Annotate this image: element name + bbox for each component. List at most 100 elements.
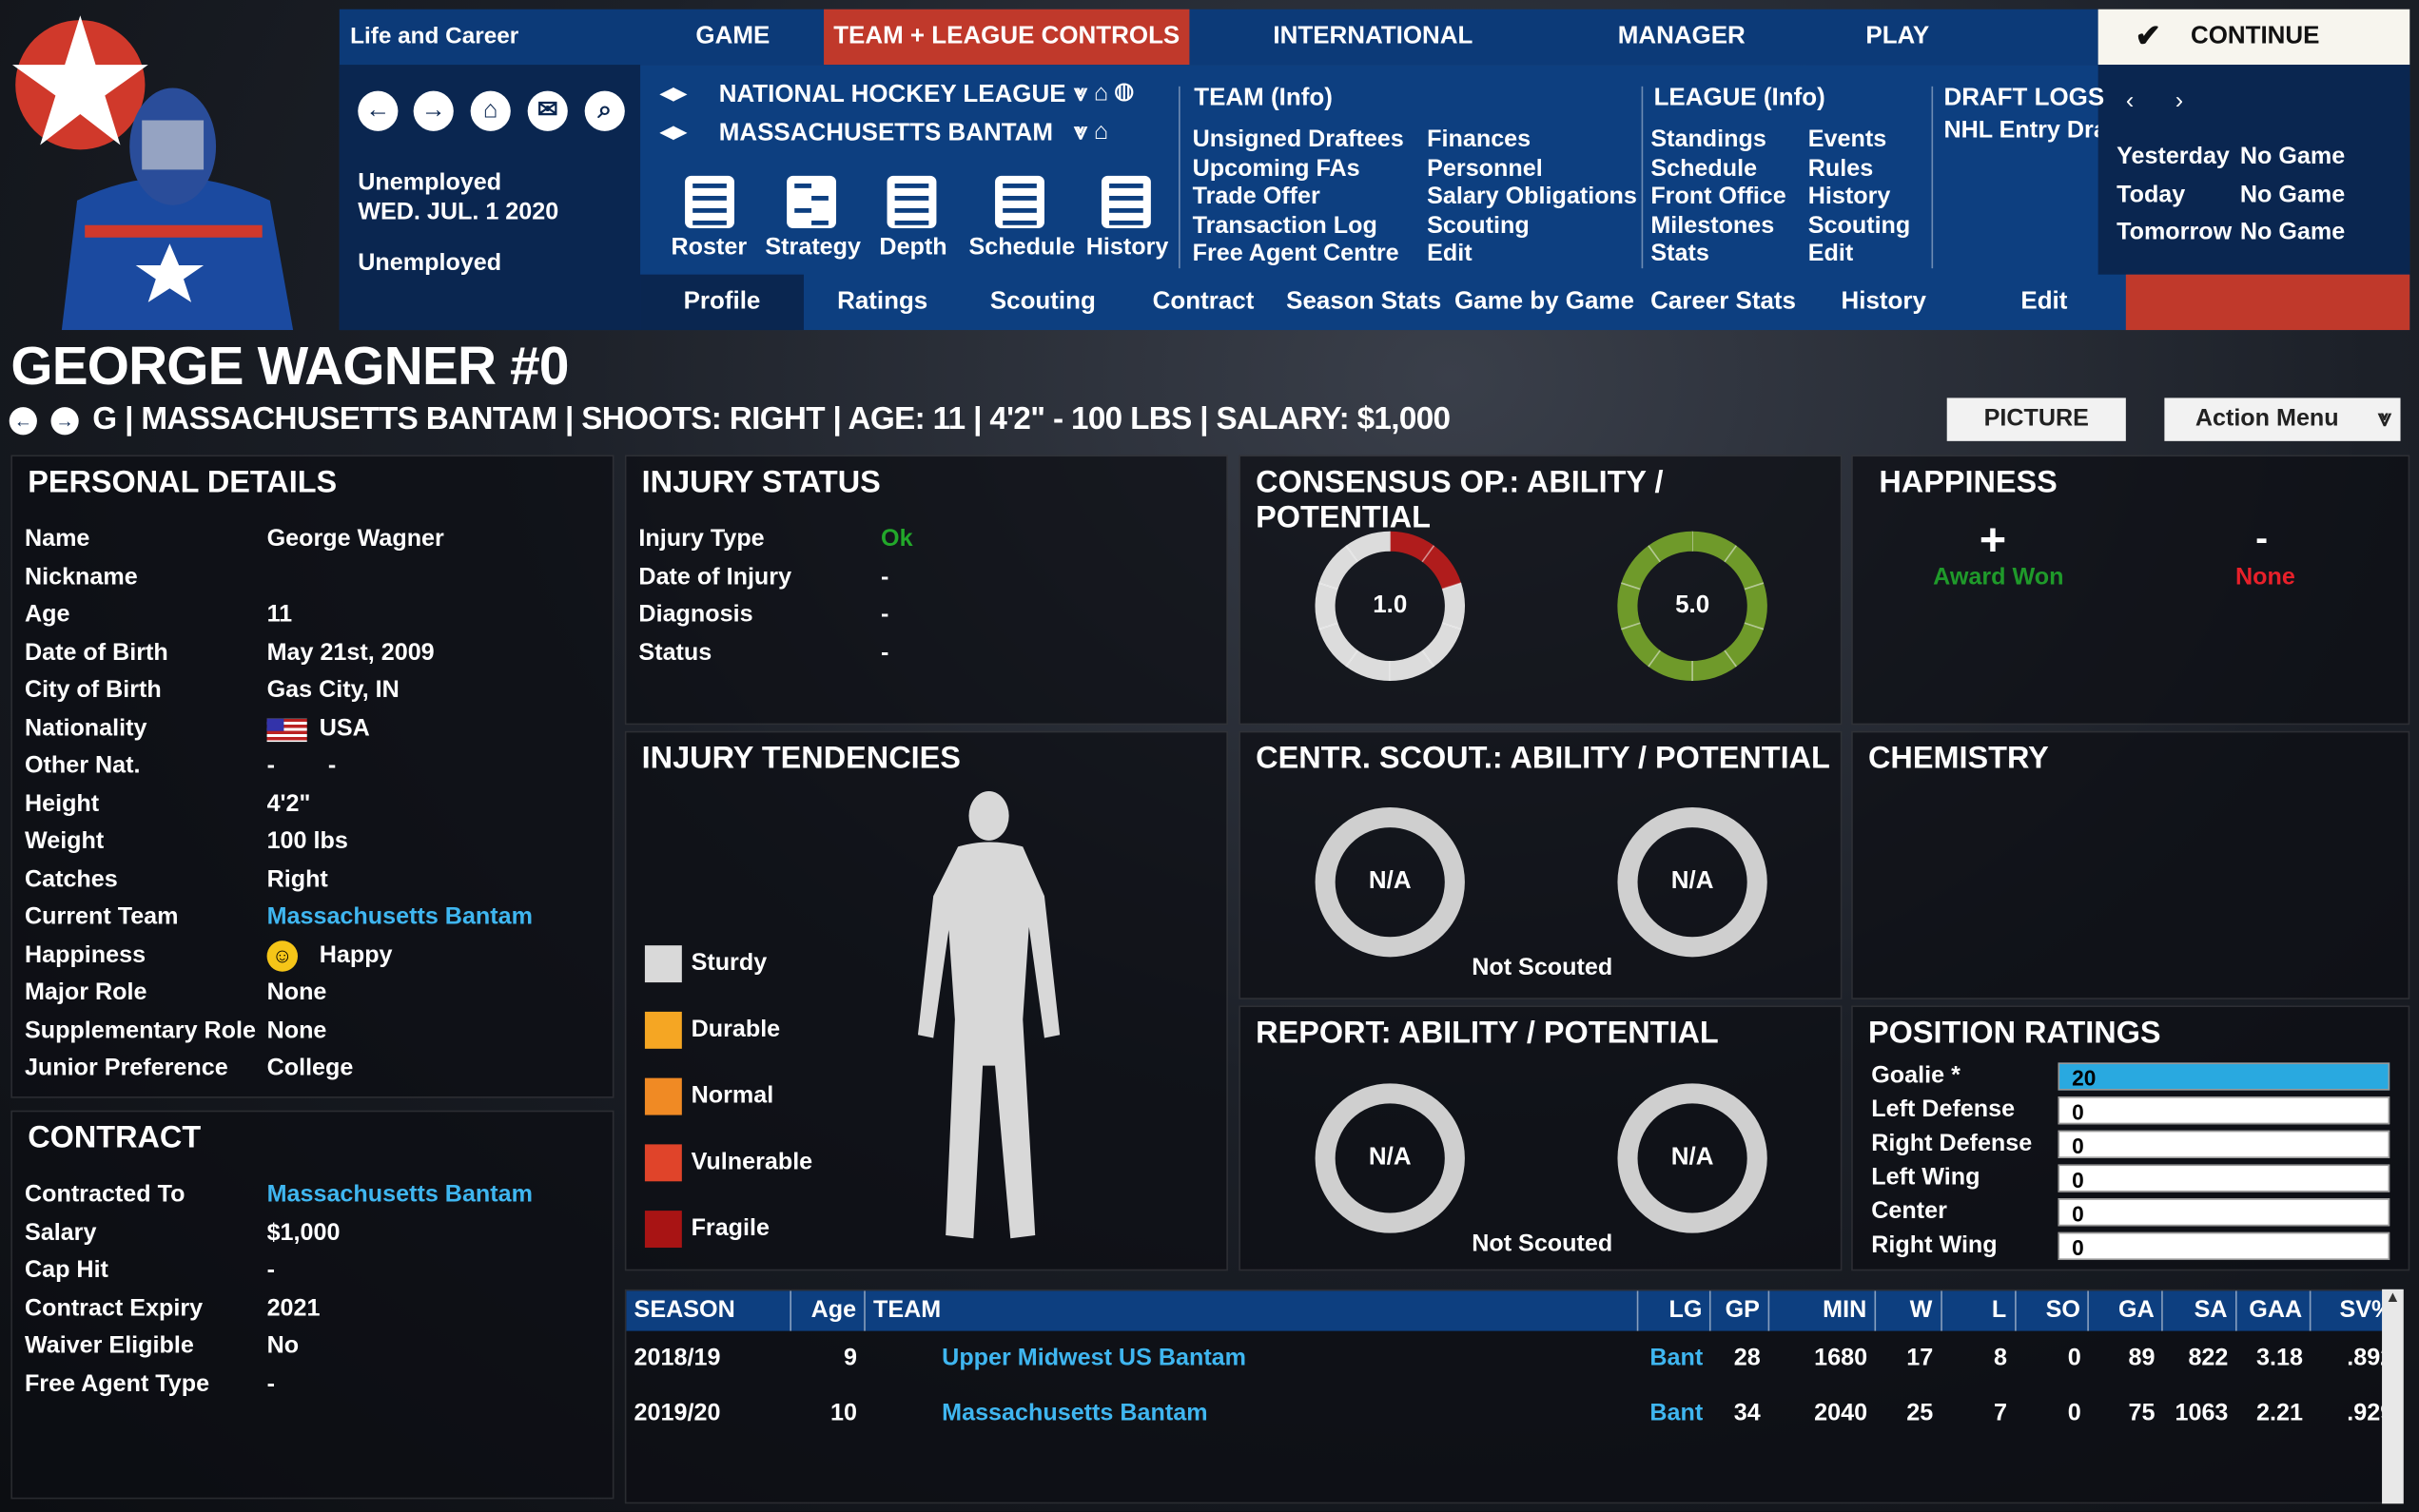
quick-schedule[interactable]: Schedule xyxy=(968,234,1076,262)
team-link[interactable]: Salary Obligations xyxy=(1427,183,1637,210)
table-cell[interactable]: Bant xyxy=(1649,1400,1704,1427)
subtab-contract[interactable]: Contract xyxy=(1152,288,1255,315)
team-link[interactable]: Finances xyxy=(1427,126,1531,153)
draft-logs-title[interactable]: DRAFT LOGS xyxy=(1943,85,2105,111)
column-header[interactable]: TEAM xyxy=(865,1290,1639,1331)
team-dropdown-icons[interactable]: ⩔ ⌂ xyxy=(1073,118,1109,145)
league-link[interactable]: Scouting xyxy=(1807,211,1911,239)
subtab-season-stats[interactable]: Season Stats xyxy=(1286,288,1442,315)
team-link[interactable]: Edit xyxy=(1427,241,1473,267)
column-header[interactable]: GA xyxy=(2088,1290,2164,1331)
prev-day-icon[interactable]: ‹ xyxy=(2125,87,2135,115)
league-selector[interactable]: NATIONAL HOCKEY LEAGUE xyxy=(718,81,1066,108)
next-player-icon[interactable]: → xyxy=(50,407,79,436)
scroll-up-icon[interactable]: ▲ xyxy=(2385,1289,2401,1307)
team-link[interactable]: Transaction Log xyxy=(1192,211,1377,239)
scrollbar[interactable]: ▲ xyxy=(2382,1289,2404,1504)
column-header[interactable]: Age xyxy=(790,1290,866,1331)
team-selector[interactable]: MASSACHUSETTS BANTAM xyxy=(718,120,1054,147)
table-cell[interactable]: Bant xyxy=(1649,1345,1704,1371)
team-link[interactable]: Personnel xyxy=(1427,154,1543,182)
ring-segment-filled xyxy=(1389,531,1434,563)
table-cell: 25 xyxy=(1906,1400,1934,1427)
column-header[interactable]: W xyxy=(1875,1290,1942,1331)
league-link[interactable]: Stats xyxy=(1650,241,1709,267)
home-icon[interactable]: ⌂ xyxy=(470,90,511,131)
league-link[interactable]: Rules xyxy=(1807,154,1874,182)
column-header[interactable]: SO xyxy=(2015,1290,2090,1331)
team-link[interactable]: Unsigned Draftees xyxy=(1192,126,1404,153)
subtab-career-stats[interactable]: Career Stats xyxy=(1650,288,1797,315)
subtab-game-by-game[interactable]: Game by Game xyxy=(1453,288,1634,315)
team-arrows-icon[interactable]: ◀▶ xyxy=(660,123,687,143)
column-header[interactable]: L xyxy=(1941,1290,2016,1331)
depth-icon[interactable] xyxy=(887,175,937,229)
game-day-value[interactable]: No Game xyxy=(2239,181,2346,208)
column-header[interactable]: LG xyxy=(1637,1290,1712,1331)
subtab-profile[interactable]: Profile xyxy=(683,288,761,315)
column-header[interactable]: GAA xyxy=(2235,1290,2312,1331)
tab-game[interactable]: GAME xyxy=(695,23,771,49)
league-dropdown-icons[interactable]: ⩔ ⌂ ◍ xyxy=(1073,80,1134,107)
action-menu-button[interactable]: Action Menu ⩔ xyxy=(2164,397,2401,441)
quick-depth[interactable]: Depth xyxy=(879,234,947,262)
mail-icon[interactable]: ✉ xyxy=(527,90,568,131)
detail-value[interactable]: Massachusetts Bantam xyxy=(266,1181,534,1208)
subtab-edit[interactable]: Edit xyxy=(2020,288,2068,315)
ring-divider xyxy=(1744,622,1765,630)
position-rating-bar: 0 xyxy=(2058,1130,2390,1158)
column-header[interactable]: SA xyxy=(2162,1290,2237,1331)
subtab-history[interactable]: History xyxy=(1841,288,1926,315)
subtab-scouting[interactable]: Scouting xyxy=(989,288,1096,315)
panel-title: INJURY STATUS xyxy=(641,465,881,500)
team-link[interactable]: Trade Offer xyxy=(1192,183,1320,210)
quick-roster[interactable]: Roster xyxy=(671,234,748,262)
next-day-icon[interactable]: › xyxy=(2175,87,2184,115)
team-link[interactable]: Upcoming FAs xyxy=(1192,154,1360,182)
table-cell[interactable]: Massachusetts Bantam xyxy=(942,1400,1208,1427)
picture-button[interactable]: PICTURE xyxy=(1946,397,2126,441)
tab-play[interactable]: PLAY xyxy=(1865,23,1930,49)
detail-value[interactable]: Massachusetts Bantam xyxy=(266,903,534,930)
league-link[interactable]: Events xyxy=(1807,126,1887,153)
tab-team-league-controls[interactable]: TEAM + LEAGUE CONTROLS xyxy=(824,9,1190,66)
column-header[interactable]: MIN xyxy=(1767,1290,1877,1331)
detail-label: Height xyxy=(24,790,100,817)
league-link[interactable]: Milestones xyxy=(1650,211,1775,239)
prev-player-icon[interactable]: ← xyxy=(9,407,37,436)
ability-ring xyxy=(1315,807,1465,958)
tab-manager[interactable]: MANAGER xyxy=(1617,23,1746,49)
schedule-icon[interactable] xyxy=(995,175,1044,229)
table-row[interactable]: 2018/19 9 Upper Midwest US Bantam Bant 28 168… xyxy=(626,1331,2401,1386)
back-icon[interactable]: ← xyxy=(358,90,399,131)
game-day-value[interactable]: No Game xyxy=(2239,143,2346,170)
league-link[interactable]: Edit xyxy=(1807,241,1854,267)
league-link[interactable]: Front Office xyxy=(1650,183,1786,210)
table-row[interactable]: 2019/20 10 Massachusetts Bantam Bant 34 2040 2… xyxy=(626,1386,2401,1442)
league-link[interactable]: Schedule xyxy=(1650,154,1758,182)
league-link[interactable]: History xyxy=(1807,183,1891,210)
team-link[interactable]: Free Agent Centre xyxy=(1192,241,1399,267)
history-icon[interactable] xyxy=(1101,175,1151,229)
draft-log-item[interactable]: NHL Entry Dra xyxy=(1943,117,2098,144)
league-link[interactable]: Standings xyxy=(1650,126,1766,153)
game-day-value[interactable]: No Game xyxy=(2239,219,2346,245)
player-portrait xyxy=(0,0,332,331)
column-header[interactable]: GP xyxy=(1710,1290,1769,1331)
tab-international[interactable]: INTERNATIONAL xyxy=(1273,23,1473,49)
column-header[interactable]: SEASON xyxy=(626,1290,792,1331)
strategy-icon[interactable] xyxy=(787,175,837,229)
league-arrows-icon[interactable]: ◀▶ xyxy=(660,85,687,104)
forward-icon[interactable]: → xyxy=(413,90,454,131)
team-info-title[interactable]: TEAM (Info) xyxy=(1194,85,1333,111)
tab-life-and-career[interactable]: Life and Career xyxy=(350,23,519,49)
team-link[interactable]: Scouting xyxy=(1427,211,1530,239)
subtab-ratings[interactable]: Ratings xyxy=(837,288,928,315)
league-info-title[interactable]: LEAGUE (Info) xyxy=(1653,85,1825,111)
search-icon[interactable]: ⌕ xyxy=(584,90,625,131)
roster-icon[interactable] xyxy=(685,175,734,229)
continue-button[interactable]: ✔ CONTINUE xyxy=(2097,9,2410,66)
table-cell[interactable]: Upper Midwest US Bantam xyxy=(942,1345,1247,1371)
quick-strategy[interactable]: Strategy xyxy=(765,234,862,262)
quick-history[interactable]: History xyxy=(1085,234,1169,262)
